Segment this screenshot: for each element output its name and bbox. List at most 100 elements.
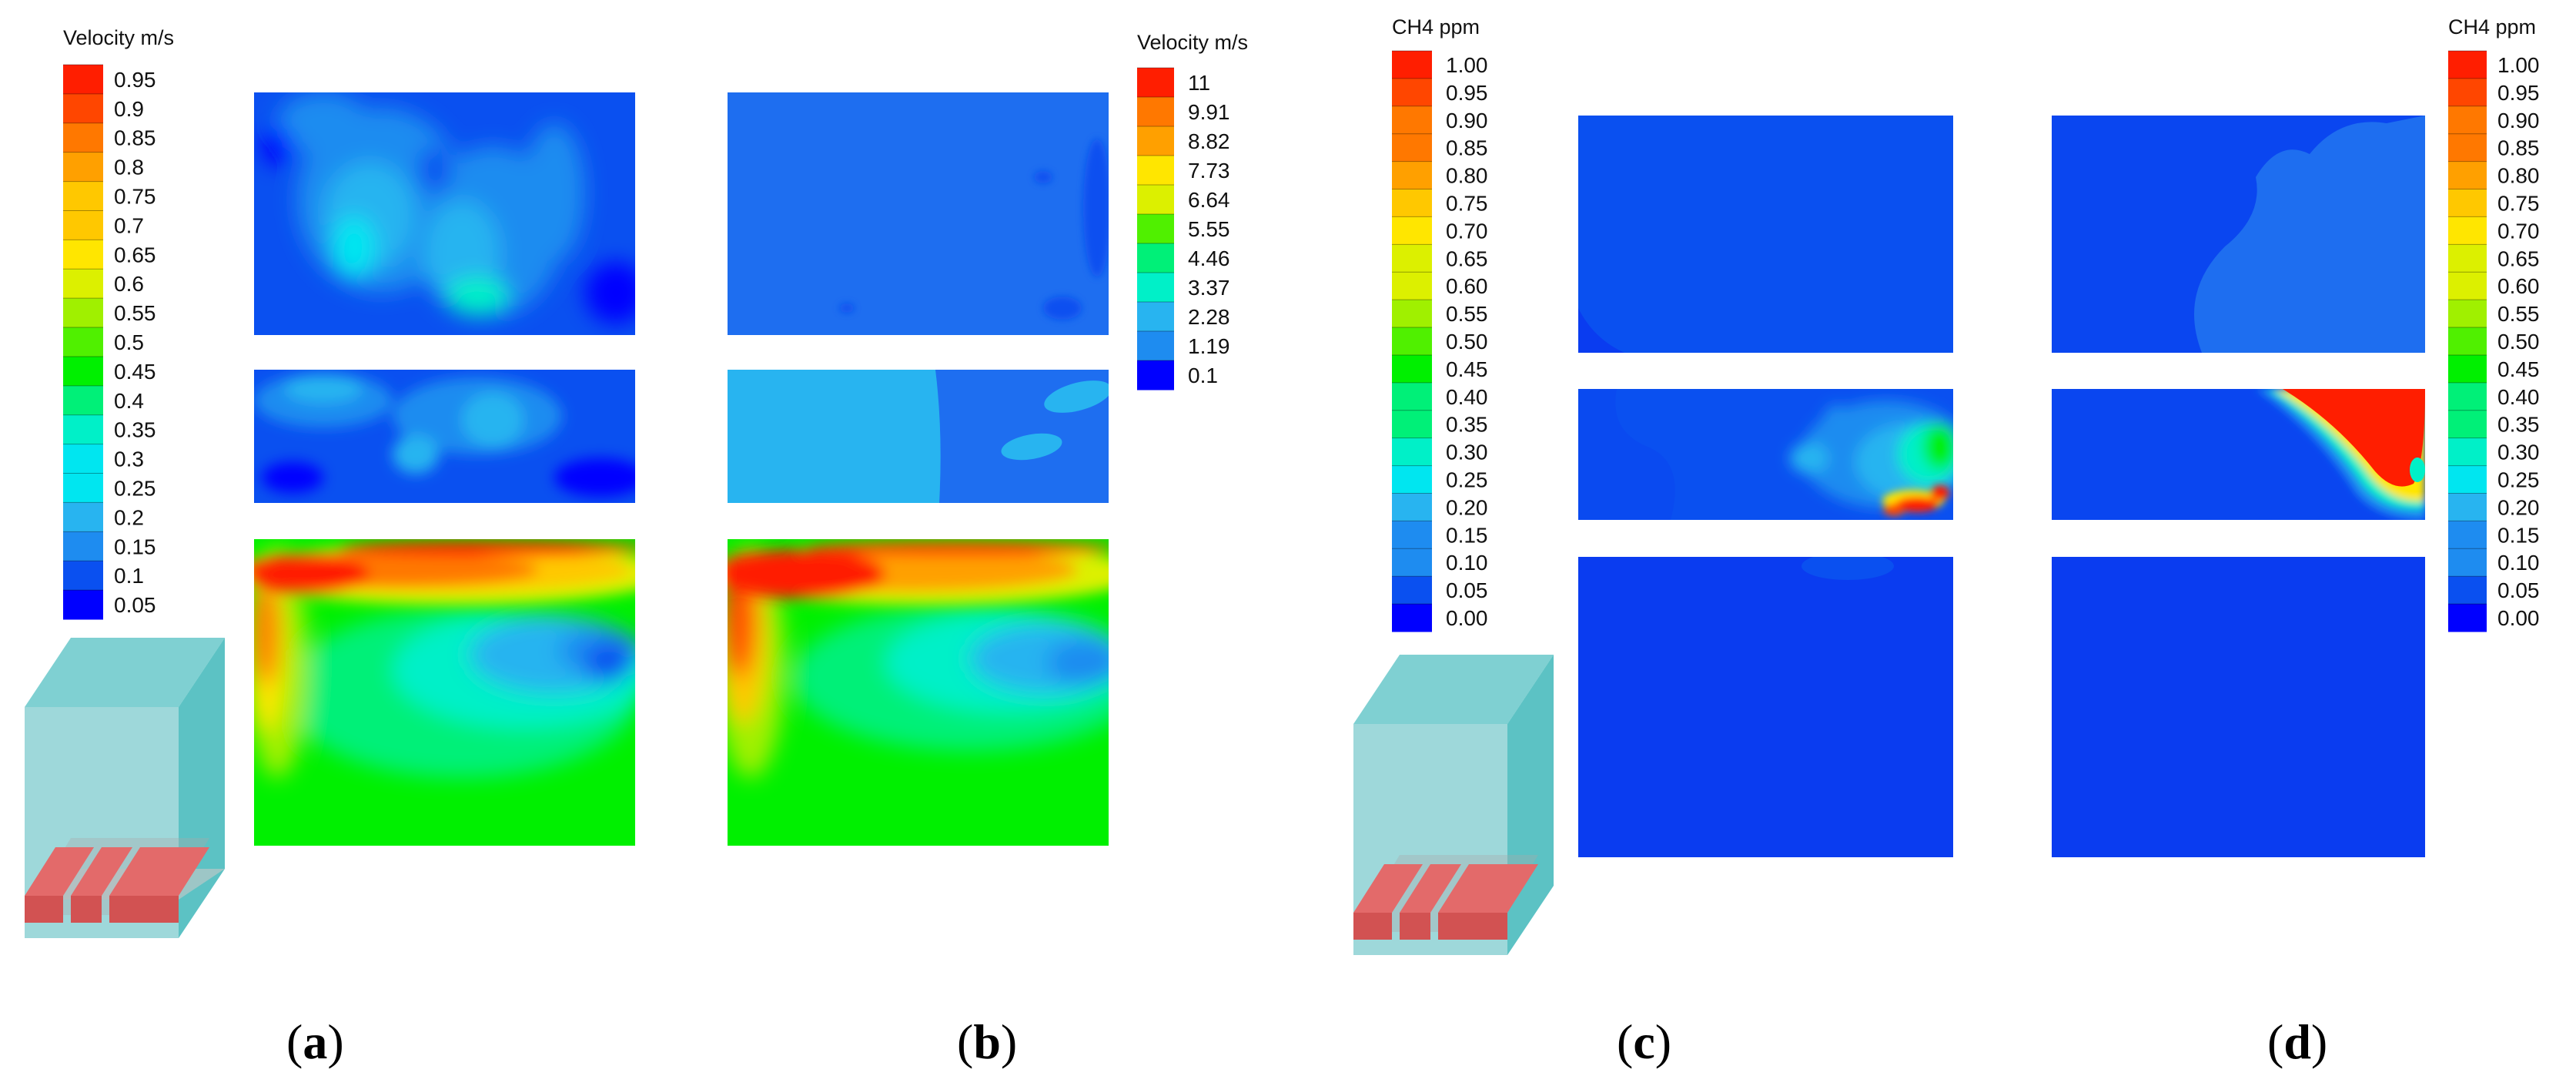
legend-d-swatch (2448, 521, 2487, 549)
legend-d-tick-label: 0.30 (2497, 441, 2540, 464)
legend-c-swatch (1392, 604, 1432, 632)
legend-a-tick-label: 0.1 (114, 564, 144, 588)
legend-c-swatch (1392, 576, 1432, 605)
legend-c-swatch (1392, 272, 1432, 300)
legend-c-tick-label: 0.30 (1446, 441, 1488, 464)
legend-b: Velocity m/s 11 9.91 8.82 7.73 6.64 5.55 4.46 3… (1137, 31, 1248, 390)
legend-c-tick-label: 0.75 (1446, 191, 1488, 215)
legend-a-tick-label: 0.75 (114, 185, 156, 209)
panel-label-a: (a) (286, 1014, 344, 1069)
legend-c-tick-label: 0.55 (1446, 302, 1488, 326)
legend-d-tick-label: 0.95 (2497, 81, 2540, 105)
legend-b-tick-label: 7.73 (1188, 159, 1230, 183)
legend-a-swatch (63, 561, 103, 591)
legend-d-swatch (2448, 133, 2487, 163)
legend-c-swatch (1392, 189, 1432, 217)
legend-c-tick-label: 0.20 (1446, 495, 1488, 519)
legend-d-swatch (2448, 161, 2487, 190)
legend-c-tick-label: 0.40 (1446, 385, 1488, 409)
panel-d: CH4 ppm 1.00 0.95 0.90 0.85 0.80 0.75 0.70 0.65… (2052, 15, 2540, 1069)
legend-d-swatch (2448, 354, 2487, 384)
legend-c-swatch (1392, 300, 1432, 328)
panel-a: Velocity m/s 0.950.90.850.80.750.70.650.… (25, 26, 635, 1069)
legend-d: CH4 ppm 1.00 0.95 0.90 0.85 0.80 0.75 0.70 0.65… (2448, 15, 2540, 632)
legend-b-swatch (1137, 331, 1174, 361)
legend-a-tick-label: 0.65 (114, 243, 156, 266)
legend-a-swatch (63, 65, 103, 95)
legend-c-swatch (1392, 493, 1432, 521)
legend-b-swatch (1137, 156, 1174, 186)
legend-a-tick-label: 0.55 (114, 301, 156, 325)
legend-a-swatch (63, 327, 103, 357)
legend-c-tick-label: 0.05 (1446, 578, 1488, 602)
legend-c-swatch (1392, 133, 1432, 163)
panel-label-d: (d) (2267, 1014, 2327, 1069)
legend-d-swatch (2448, 244, 2487, 273)
legend-a-swatch (63, 590, 103, 620)
legend-c-tick-label: 0.50 (1446, 330, 1488, 354)
legend-c-swatch (1392, 410, 1432, 439)
contour-d-lower (2052, 557, 2425, 857)
contour-c-middle (1578, 389, 1953, 520)
contour-d-middle (2052, 389, 2425, 520)
legend-d-swatch (2448, 410, 2487, 439)
legend-a-tick-label: 0.25 (114, 476, 156, 500)
legend-d-tick-label: 0.85 (2497, 136, 2540, 160)
legend-c-swatch (1392, 327, 1432, 356)
legend-c-tick-label: 0.65 (1446, 246, 1488, 270)
legend-b-bar (1137, 67, 1174, 390)
legend-a-ticks: 0.95 0.9 0.85 0.8 0.75 0.7 0.65 0.6 0.55 0.5 0.45 0… (114, 68, 156, 617)
legend-a-swatch (63, 356, 103, 387)
legend-a-tick-label: 0.35 (114, 418, 156, 442)
contour-a-upper (254, 92, 635, 335)
legend-a-tick-label: 0.85 (114, 126, 156, 150)
legend-a-swatch (63, 152, 103, 183)
legend-c-swatch (1392, 244, 1432, 273)
legend-b-swatch (1137, 273, 1174, 303)
legend-d-swatch (2448, 604, 2487, 632)
legend-a-swatch (63, 210, 103, 240)
legend-c-tick-label: 0.85 (1446, 136, 1488, 160)
legend-d-swatch (2448, 78, 2487, 107)
contour-b-lower (728, 539, 1109, 846)
legend-d-tick-label: 0.75 (2497, 191, 2540, 215)
legend-c-swatch (1392, 106, 1432, 135)
legend-b-tick-label: 5.55 (1188, 217, 1230, 241)
legend-d-tick-label: 0.60 (2497, 274, 2540, 298)
legend-d-title: CH4 ppm (2448, 15, 2536, 39)
legend-a-tick-label: 0.8 (114, 156, 144, 179)
legend-c-swatch (1392, 161, 1432, 190)
legend-a-swatch (63, 531, 103, 561)
legend-c-swatch (1392, 51, 1432, 79)
legend-a-swatch (63, 240, 103, 270)
legend-d-swatch (2448, 465, 2487, 494)
legend-c-swatch (1392, 382, 1432, 411)
legend-d-swatch (2448, 51, 2487, 79)
legend-a-swatch (63, 414, 103, 445)
legend-d-swatch (2448, 382, 2487, 411)
legend-b-tick-label: 6.64 (1188, 188, 1230, 212)
legend-c-tick-label: 0.25 (1446, 468, 1488, 492)
legend-a-swatch (63, 181, 103, 211)
legend-a-tick-label: 0.05 (114, 593, 156, 617)
legend-c-swatch (1392, 354, 1432, 384)
legend-a-tick-label: 0.6 (114, 272, 144, 296)
legend-c: CH4 ppm 1.00 0.95 0.90 0.85 0.80 0.75 0.70 0.65… (1392, 15, 1488, 632)
panel-c: CH4 ppm 1.00 0.95 0.90 0.85 0.80 0.75 0.70 0.65… (1353, 15, 1953, 1069)
contour-c-lower (1578, 557, 1953, 857)
legend-c-swatch (1392, 437, 1432, 467)
legend-d-tick-label: 1.00 (2497, 53, 2540, 77)
legend-d-tick-label: 0.05 (2497, 578, 2540, 602)
legend-a-tick-label: 0.3 (114, 447, 144, 471)
legend-a-tick-label: 0.5 (114, 330, 144, 354)
legend-d-swatch (2448, 189, 2487, 217)
legend-b-tick-label: 8.82 (1188, 129, 1230, 153)
legend-d-tick-label: 0.00 (2497, 606, 2540, 630)
legend-c-tick-label: 0.90 (1446, 109, 1488, 132)
legend-d-swatch (2448, 576, 2487, 605)
legend-c-ticks: 1.00 0.95 0.90 0.85 0.80 0.75 0.70 0.65 0.60 0.55… (1446, 53, 1488, 630)
legend-b-swatch (1137, 243, 1174, 273)
legend-d-tick-label: 0.40 (2497, 385, 2540, 409)
contour-a-middle (254, 370, 635, 503)
